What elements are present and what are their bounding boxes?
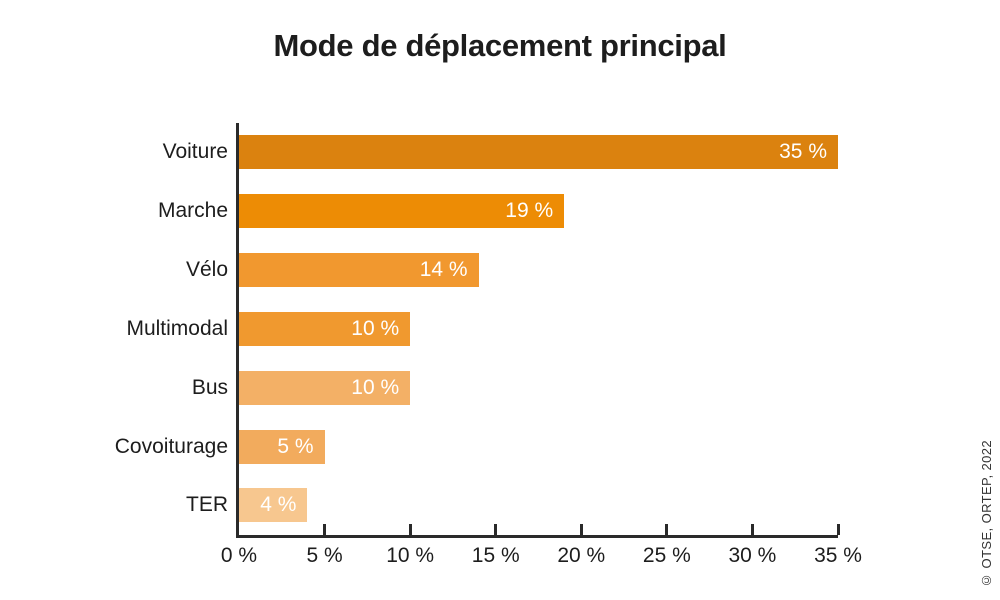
bar-value-label: 4 % bbox=[260, 493, 297, 517]
bar-row: Voiture 35 % bbox=[163, 123, 838, 182]
x-axis-tick bbox=[408, 524, 412, 535]
bar: 10 % bbox=[239, 311, 411, 346]
category-label: Vélo bbox=[185, 258, 228, 282]
x-axis-tick-label: 30 % bbox=[728, 544, 777, 567]
chart-title: Mode de déplacement principal bbox=[273, 28, 727, 63]
bar-row: Bus 10 % bbox=[192, 358, 838, 417]
bar-row: TER 4 % bbox=[186, 476, 838, 535]
bar-value-label: 5 % bbox=[277, 434, 314, 458]
category-label: TER bbox=[186, 493, 228, 517]
category-label: Multimodal bbox=[126, 316, 228, 340]
x-axis-tick-label: 10 % bbox=[386, 544, 435, 567]
bar-value-label: 35 % bbox=[779, 140, 827, 164]
category-label: Covoiturage bbox=[114, 434, 228, 458]
x-axis-tick bbox=[750, 524, 754, 535]
bar-row: Vélo 14 % bbox=[186, 241, 838, 300]
category-label: Marche bbox=[157, 199, 228, 223]
bar-row: Marche 19 % bbox=[158, 182, 838, 241]
bar: 5 % bbox=[239, 429, 325, 464]
x-axis-tick-label: 25 % bbox=[642, 544, 691, 567]
x-axis-tick bbox=[323, 524, 327, 535]
plot-area: Voiture 35 % Marche 19 % Vélo 14 % Multimodal 1… bbox=[115, 123, 862, 567]
x-axis-tick bbox=[836, 524, 840, 535]
bar-value-label: 10 % bbox=[351, 375, 400, 399]
bar-value-label: 19 % bbox=[505, 199, 554, 223]
category-label: Bus bbox=[191, 375, 228, 399]
x-axis-tick-label: 15 % bbox=[471, 544, 520, 567]
bar: 4 % bbox=[239, 488, 308, 523]
bar-row: Multimodal 10 % bbox=[126, 300, 838, 359]
x-axis-tick bbox=[579, 524, 583, 535]
bar: 10 % bbox=[239, 370, 411, 405]
x-axis-tick bbox=[665, 524, 669, 535]
x-axis-tick-label: 20 % bbox=[557, 544, 606, 567]
bar-value-label: 10 % bbox=[351, 316, 400, 340]
x-axis-tick-label: 35 % bbox=[814, 544, 862, 567]
bar: 19 % bbox=[239, 194, 565, 229]
x-axis-tick bbox=[494, 524, 498, 535]
x-axis-tick-label: 0 % bbox=[220, 544, 258, 567]
category-label: Voiture bbox=[162, 140, 228, 164]
credit-text: © OTSE, ORTEP, 2022 bbox=[979, 440, 994, 588]
bar: 14 % bbox=[239, 253, 479, 288]
bar: 35 % bbox=[239, 135, 838, 170]
bar-value-label: 14 % bbox=[419, 258, 468, 282]
x-axis-tick-label: 5 % bbox=[306, 544, 343, 567]
bar-row: Covoiturage 5 % bbox=[115, 417, 838, 476]
